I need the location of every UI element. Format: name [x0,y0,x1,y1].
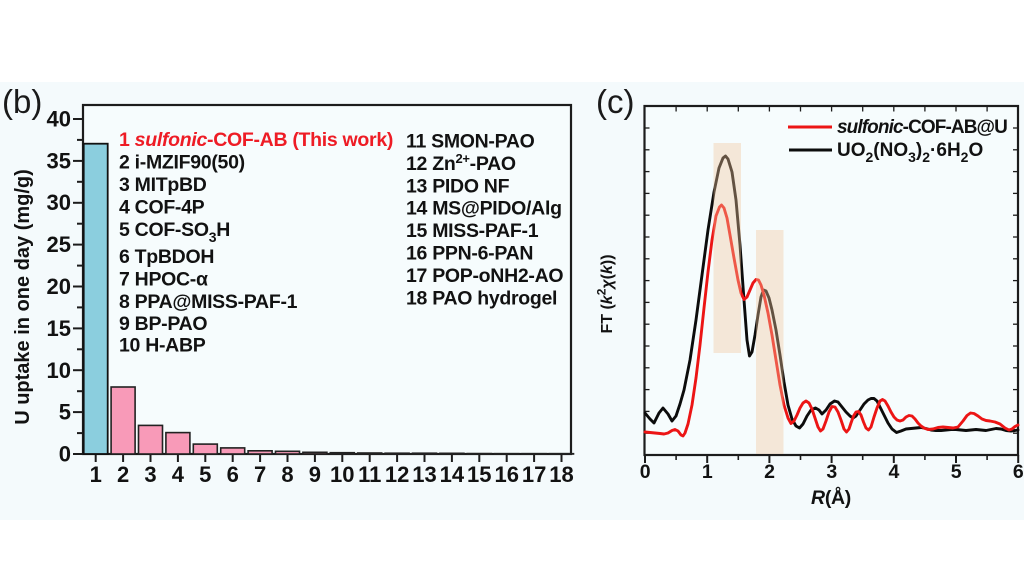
svg-text:11: 11 [358,462,381,487]
svg-text:14 MS@PIDO/Alg: 14 MS@PIDO/Alg [406,198,562,220]
svg-text:9 BP-PAO: 9 BP-PAO [119,313,207,335]
svg-text:17: 17 [522,462,546,487]
svg-text:1: 1 [90,462,102,487]
svg-text:0: 0 [59,442,71,467]
svg-text:U uptake in one day (mg/g): U uptake in one day (mg/g) [12,169,34,425]
svg-text:3: 3 [826,461,837,483]
svg-text:2: 2 [764,461,775,483]
svg-text:0: 0 [640,461,651,483]
svg-text:7: 7 [254,462,266,487]
svg-text:FT (k2χ(k)): FT (k2χ(k)) [595,254,617,333]
svg-text:(c): (c) [596,83,634,120]
svg-text:6 TpBDOH: 6 TpBDOH [119,246,214,268]
svg-text:17 POP-oNH2-AO: 17 POP-oNH2-AO [406,265,563,287]
svg-text:13: 13 [412,462,436,487]
svg-text:R(Å): R(Å) [811,485,851,509]
svg-text:13 PIDO NF: 13 PIDO NF [406,175,510,197]
svg-text:3: 3 [144,462,156,487]
svg-text:25: 25 [47,232,71,257]
svg-text:18 PAO hydrogel: 18 PAO hydrogel [406,287,557,309]
svg-text:16 PPN-6-PAN: 16 PPN-6-PAN [406,243,533,265]
svg-text:1: 1 [702,461,713,483]
svg-text:35: 35 [47,148,71,173]
svg-text:9: 9 [309,462,321,487]
svg-text:1 sulfonic-COF-AB (This work): 1 sulfonic-COF-AB (This work) [119,129,393,151]
svg-text:2: 2 [117,462,129,487]
svg-text:12: 12 [385,462,409,487]
svg-text:40: 40 [47,107,71,132]
svg-text:5: 5 [951,461,962,483]
svg-text:10: 10 [330,462,354,487]
svg-text:4: 4 [172,462,185,487]
svg-text:6: 6 [1013,461,1024,483]
svg-text:10 H-ABP: 10 H-ABP [119,335,206,357]
svg-text:11 SMON-PAO: 11 SMON-PAO [406,131,535,153]
svg-text:6: 6 [227,462,239,487]
svg-text:16: 16 [494,462,518,487]
svg-text:18: 18 [549,462,573,487]
svg-text:2 i-MZIF90(50): 2 i-MZIF90(50) [119,152,245,174]
svg-text:15: 15 [47,316,71,341]
svg-text:15 MISS-PAF-1: 15 MISS-PAF-1 [406,220,539,242]
svg-text:30: 30 [47,190,71,215]
svg-text:8: 8 [281,462,293,487]
svg-text:7 HPOC-α: 7 HPOC-α [119,269,208,291]
svg-text:(b): (b) [2,83,42,120]
svg-text:4: 4 [889,461,900,483]
svg-text:5: 5 [59,400,71,425]
svg-text:4 COF-4P: 4 COF-4P [119,197,205,219]
svg-text:15: 15 [467,462,491,487]
svg-text:5: 5 [199,462,211,487]
svg-text:8 PPA@MISS-PAF-1: 8 PPA@MISS-PAF-1 [119,291,298,313]
svg-text:20: 20 [47,274,71,299]
svg-text:14: 14 [440,462,465,487]
svg-text:sulfonic-COF-AB@U: sulfonic-COF-AB@U [837,117,1007,138]
svg-text:10: 10 [47,358,71,383]
svg-text:3 MITpBD: 3 MITpBD [119,174,207,196]
